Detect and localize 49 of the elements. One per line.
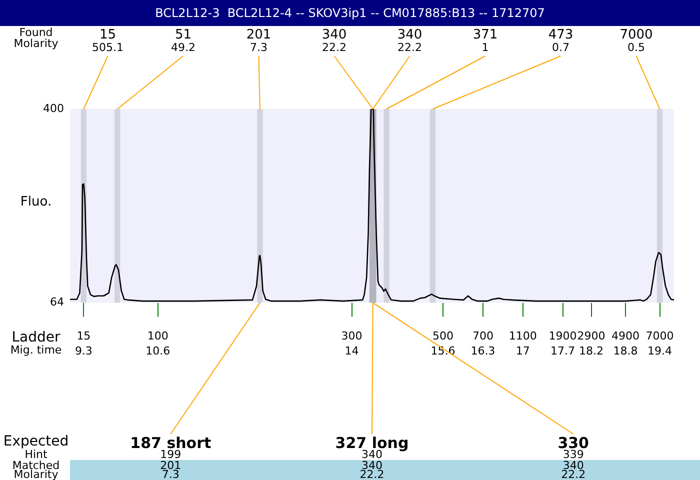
text: 1100 [508,330,537,343]
annotation: 51 [174,27,192,42]
text: 339 [562,448,584,461]
x-tick-label: 9.3 [74,344,92,358]
x2-axis-title: Ladder [12,329,60,346]
annotation: 371 [472,27,498,42]
text: Hint [24,448,48,461]
x-tick-label: 10.6 [146,344,170,358]
text: 505.1 [92,40,124,54]
x-axis-title: Mig. time [10,344,62,357]
y-tick-label: 64 [50,296,64,309]
text: 7.3 [250,40,268,54]
text: 1900 [548,330,577,343]
annotation: 473 [548,27,574,42]
x-tick-label: 18.8 [613,344,638,358]
text: 15 [76,330,91,343]
x-tick-label: 16.3 [470,344,496,358]
text: 4900 [612,330,640,343]
text: 22.2 [398,40,422,54]
text: Molarity [14,36,59,50]
text: 700 [472,330,494,343]
x-tick-label: 14 [344,344,359,358]
chart-title: BCL2L12-3 BCL2L12-4 -- SKOV3ip1 -- CM017885:B13 -- 1712707 [0,0,700,26]
text: 1 [482,40,489,54]
annotation: 340 [397,27,422,42]
text: Found [19,26,53,39]
annotation: 15 [99,27,116,42]
text: 0.5 [628,40,646,54]
y-tick-label: 400 [43,102,64,115]
y-axis-title: Fluo. [20,194,52,210]
text: 300 [341,330,362,343]
annotation: 201 [246,27,272,42]
text: 7.3 [162,468,180,480]
text: 0.7 [552,40,570,54]
text: Expected [3,434,69,450]
text: 49.2 [171,40,196,54]
text: 2900 [577,330,606,343]
text: 7000 [646,330,674,343]
x-tick-label: 19.4 [648,344,672,358]
annotation: 7000 [620,27,653,42]
x-tick-label: 17 [516,344,530,358]
x-tick-label: 18.2 [579,344,604,358]
text: 22.2 [322,40,347,54]
text: 100 [147,330,168,343]
text: 340 [362,448,383,461]
text: 500 [432,330,454,343]
text: 199 [160,448,182,461]
x-tick-label: 17.7 [550,344,576,358]
annotation: 340 [322,27,347,42]
